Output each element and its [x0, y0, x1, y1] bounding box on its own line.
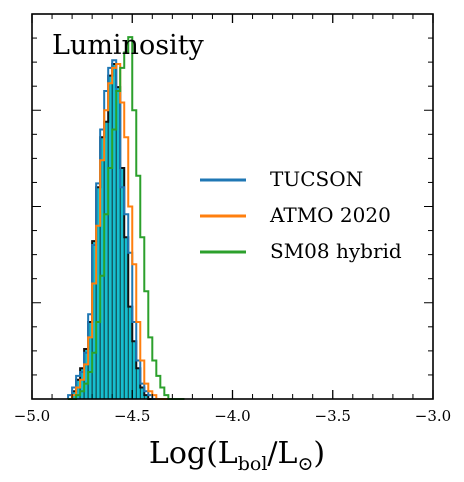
x-tick-label: −4.5 [114, 407, 150, 425]
series-step-sm08-hybrid [68, 36, 185, 400]
legend-label: ATMO 2020 [269, 203, 391, 227]
x-tick-labels: −5.0 −4.5 −4.0 −3.5 −3.0 [14, 407, 451, 425]
x-label-mid: /L [267, 436, 297, 471]
legend-label: TUCSON [270, 167, 363, 191]
x-axis-label: Log(Lbol/L⊙) [149, 436, 325, 475]
x-tick-label: −3.5 [315, 407, 351, 425]
x-label-sub-sun: ⊙ [297, 453, 313, 475]
chart-title: Luminosity [52, 30, 205, 61]
axis-ticks [31, 14, 434, 399]
x-tick-label: −5.0 [14, 407, 50, 425]
x-tick-label: −4.0 [214, 407, 250, 425]
histogram-bar [107, 75, 113, 400]
legend: TUCSON ATMO 2020 SM08 hybrid [200, 167, 402, 263]
x-label-main: Log(L [149, 436, 238, 471]
legend-label: SM08 hybrid [270, 239, 402, 263]
x-label-sub-bol: bol [238, 453, 268, 475]
x-tick-label: −3.0 [415, 407, 451, 425]
x-label-close: ) [313, 436, 325, 471]
